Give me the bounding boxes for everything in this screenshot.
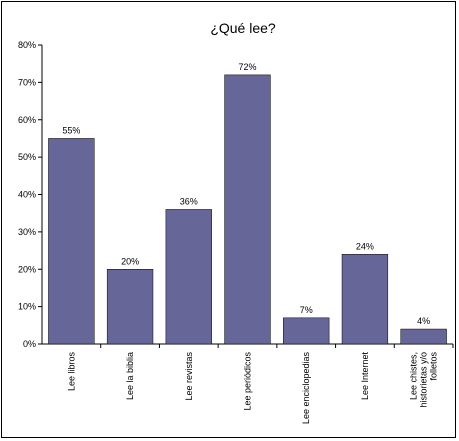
x-tick-label: Lee periódicos [243,352,253,411]
x-tick-label-line: Lee la biblia [125,352,135,400]
y-tick-label: 70% [18,77,36,87]
x-tick-label-line: folletos [429,352,439,381]
x-tick-labels: Lee libros Lee la biblia Lee revistas Lee p… [66,352,438,425]
x-tick-label: Lee chistes, historietas y/o folletos [409,352,439,408]
bar [224,74,271,345]
bar [165,209,212,345]
x-tick-label-line: Lee revistas [184,352,194,401]
y-tick-label: 60% [18,115,36,125]
bar [341,254,389,345]
x-tick-label: Lee libros [66,352,76,392]
x-tick-label-line: Lee Internet [360,352,370,401]
x-tick-label: Lee Internet [360,352,370,401]
y-tick-label: 40% [18,190,36,200]
bar [283,317,330,345]
x-tick-label-line: historietas y/o [419,352,429,408]
data-label: 4% [417,316,430,326]
y-tick-label: 10% [18,302,36,312]
x-tick-label-line: Lee periódicos [243,352,253,411]
x-tick-label-line: Lee chistes, [409,352,419,400]
bar [48,138,95,345]
y-tick-label: 50% [18,152,36,162]
x-tick-label: Lee la biblia [125,352,135,400]
data-label: 55% [62,125,80,135]
bar [106,269,154,345]
data-label: 20% [121,256,139,266]
y-tick-label: 30% [18,227,36,237]
x-tick-label-line: Lee enciclopedias [301,352,311,425]
data-label: 24% [356,241,374,251]
data-labels: 55% 20% 36% 72% 7% 24% 4% [62,62,430,326]
y-tick-labels: 0% 10% 20% 30% 40% 50% 60% 70% 80% [18,40,36,349]
x-tick-label-line: Lee libros [66,352,76,392]
bars [48,74,447,345]
data-label: 7% [300,305,313,315]
x-tick-label: Lee revistas [184,352,194,401]
bar [400,328,447,345]
y-tick-label: 20% [18,264,36,274]
data-label: 72% [238,62,256,72]
chart-title: ¿Qué lee? [210,20,276,36]
data-label: 36% [180,196,198,206]
y-tick-label: 80% [18,40,36,50]
x-tick-label: Lee enciclopedias [301,352,311,425]
y-tick-label: 0% [23,339,36,349]
